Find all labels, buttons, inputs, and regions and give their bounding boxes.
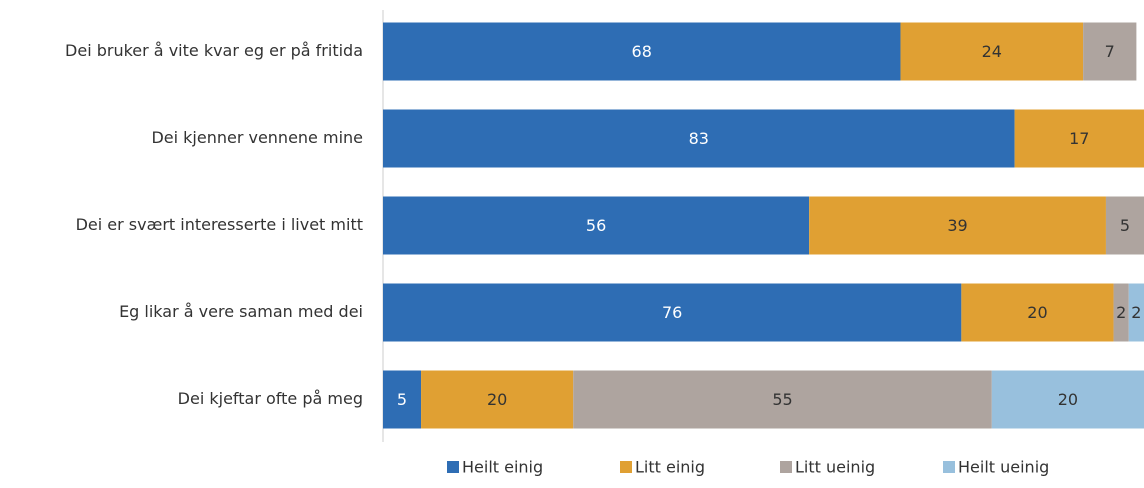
bar-segment <box>991 370 1144 429</box>
legend-swatch <box>620 461 632 473</box>
data-label: 17 <box>1069 129 1089 148</box>
data-label: 20 <box>487 390 507 409</box>
bar-segment <box>1105 196 1144 255</box>
data-label: 20 <box>1027 303 1047 322</box>
y-tick-label: Dei bruker å vite kvar eg er på fritida <box>65 41 363 60</box>
data-label: 68 <box>632 42 652 61</box>
legend-label: Litt ueinig <box>795 458 875 477</box>
bar-segment <box>383 109 1015 168</box>
legend-label: Litt einig <box>635 458 705 477</box>
bar-segment <box>809 196 1106 255</box>
bar-segment <box>421 370 574 429</box>
legend-swatch <box>943 461 955 473</box>
legend-swatch <box>780 461 792 473</box>
bar-segment <box>383 370 422 429</box>
data-label: 2 <box>1131 303 1141 322</box>
data-label: 20 <box>1058 390 1078 409</box>
data-label: 5 <box>1120 216 1130 235</box>
y-tick-label: Dei kjeftar ofte på meg <box>178 389 363 408</box>
data-label: 24 <box>982 42 1002 61</box>
data-label: 55 <box>772 390 792 409</box>
bar-segment <box>1083 22 1137 81</box>
bar-segment <box>900 22 1084 81</box>
y-tick-label: Dei er svært interesserte i livet mitt <box>76 215 363 234</box>
bar-segment <box>573 370 992 429</box>
legend-label: Heilt ueinig <box>958 458 1049 477</box>
data-label: 39 <box>947 216 967 235</box>
bar-segment <box>1128 283 1144 342</box>
data-label: 83 <box>689 129 709 148</box>
bar-segment <box>383 22 901 81</box>
legend-swatch <box>447 461 459 473</box>
bar-segment <box>383 283 962 342</box>
data-label: 76 <box>662 303 682 322</box>
y-tick-label: Dei kjenner vennene mine <box>151 128 363 147</box>
bar-segment <box>961 283 1114 342</box>
bar-segment <box>383 196 810 255</box>
data-label: 2 <box>1116 303 1126 322</box>
data-label: 5 <box>397 390 407 409</box>
data-label: 7 <box>1105 42 1115 61</box>
data-label: 56 <box>586 216 606 235</box>
y-tick-label: Eg likar å vere saman med dei <box>119 302 363 321</box>
bar-segment <box>1113 283 1129 342</box>
bar-segment <box>1014 109 1144 168</box>
legend-label: Heilt einig <box>462 458 543 477</box>
